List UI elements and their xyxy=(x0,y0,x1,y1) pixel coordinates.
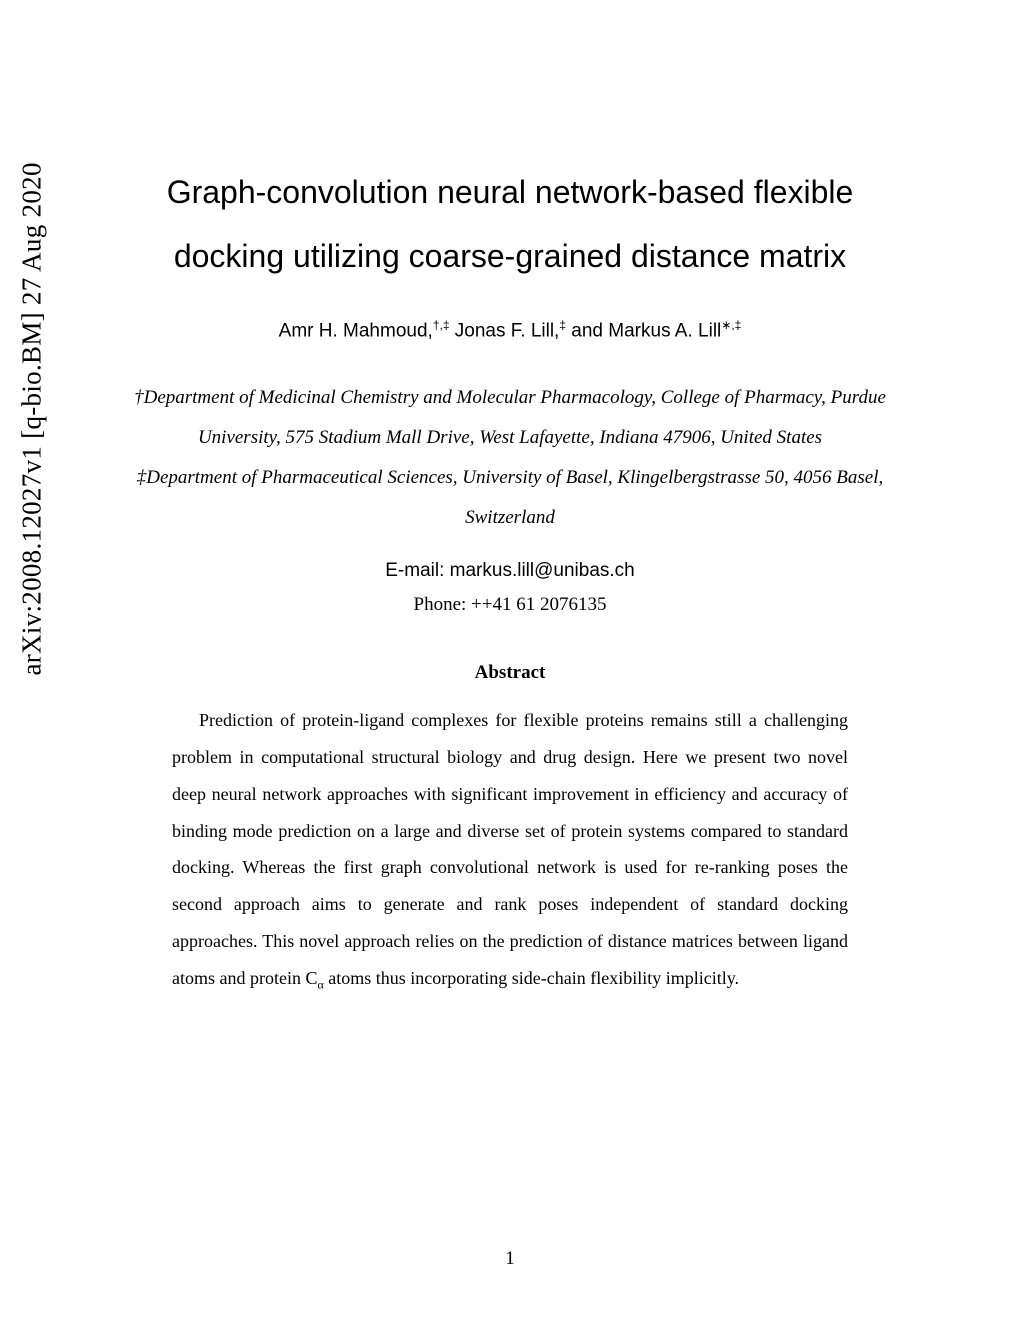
author-1-sup: †,‡ xyxy=(433,318,450,332)
arxiv-identifier: arXiv:2008.12027v1 [q-bio.BM] 27 Aug 202… xyxy=(17,162,48,675)
email-line: E-mail: markus.lill@unibas.ch xyxy=(130,560,890,582)
author-2-name: Jonas F. Lill, xyxy=(455,320,560,341)
paper-content: Graph-convolution neural network-based f… xyxy=(130,160,890,997)
phone-value: ++41 61 2076135 xyxy=(471,594,606,615)
abstract-part2: atoms thus incorporating side-chain flex… xyxy=(324,968,739,988)
affiliation-2-prefix: ‡ xyxy=(137,467,147,488)
page-number: 1 xyxy=(0,1248,1020,1270)
phone-label: Phone: xyxy=(414,594,472,615)
author-3-sup: ∗,‡ xyxy=(721,318,741,332)
affiliation-2: Department of Pharmaceutical Sciences, U… xyxy=(146,467,883,528)
affiliation-1: Department of Medicinal Chemistry and Mo… xyxy=(144,387,886,448)
affiliations: †Department of Medicinal Chemistry and M… xyxy=(130,378,890,538)
abstract-body: Prediction of protein-ligand complexes f… xyxy=(130,702,890,997)
abstract-part1: Prediction of protein-ligand complexes f… xyxy=(172,710,848,988)
email-label: E-mail: xyxy=(385,560,449,581)
author-3-name: and Markus A. Lill xyxy=(571,320,721,341)
paper-title: Graph-convolution neural network-based f… xyxy=(130,160,890,288)
author-1-name: Amr H. Mahmoud, xyxy=(279,320,433,341)
authors-line: Amr H. Mahmoud,†,‡ Jonas F. Lill,‡ and M… xyxy=(130,318,890,342)
abstract-header: Abstract xyxy=(130,662,890,684)
author-2-sup: ‡ xyxy=(559,318,566,332)
affiliation-1-prefix: † xyxy=(134,387,144,408)
phone-line: Phone: ++41 61 2076135 xyxy=(130,594,890,616)
email-value: markus.lill@unibas.ch xyxy=(450,560,635,581)
